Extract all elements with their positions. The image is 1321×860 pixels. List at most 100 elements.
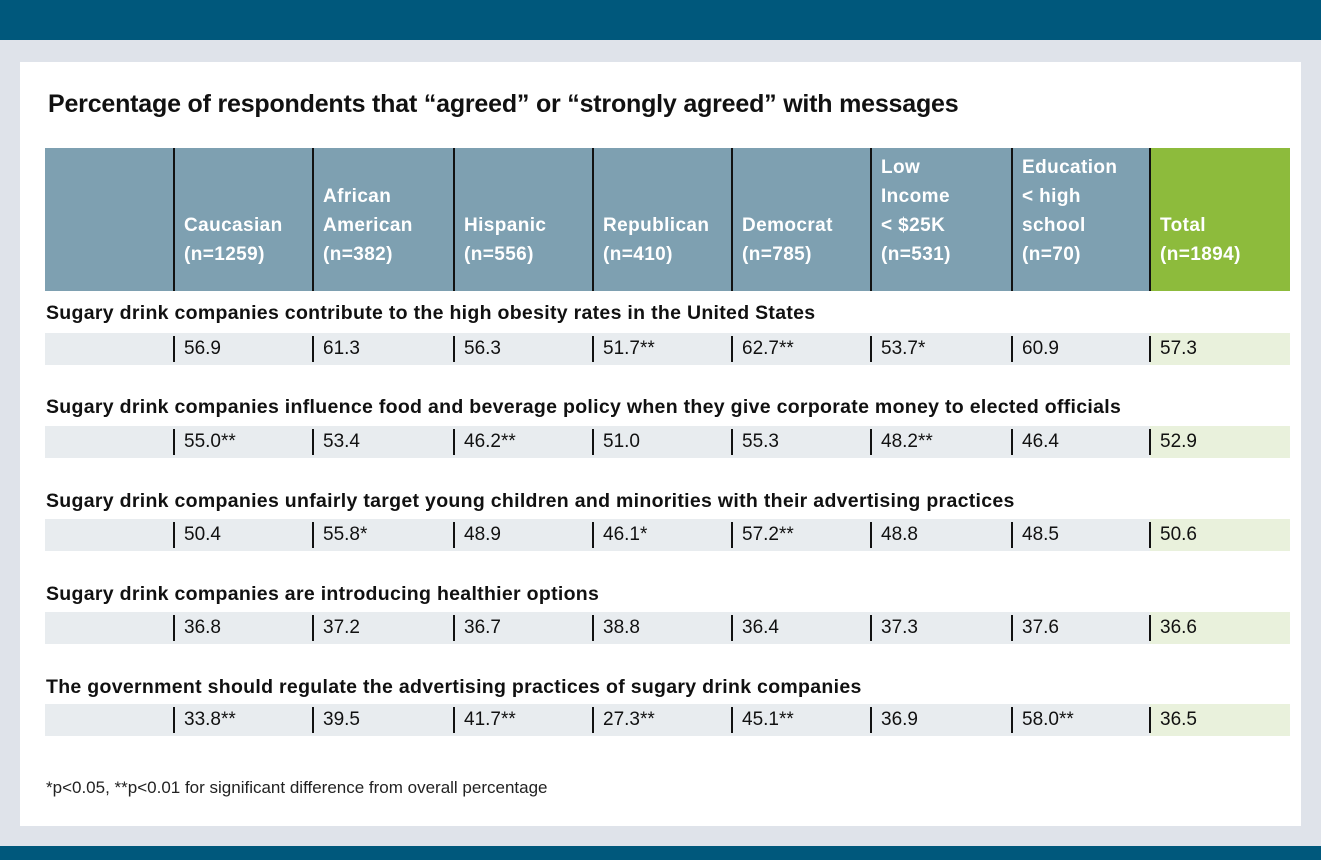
cell-divider bbox=[1149, 707, 1151, 733]
cell-divider bbox=[453, 429, 455, 455]
cell-divider bbox=[1149, 615, 1151, 641]
row-cell bbox=[1150, 704, 1290, 736]
cell-divider bbox=[312, 707, 314, 733]
cell-divider bbox=[1011, 615, 1013, 641]
cell-value: 36.6 bbox=[1160, 617, 1197, 638]
column-header-label: Low Income < $25K (n=531) bbox=[881, 157, 951, 265]
cell-value: 36.7 bbox=[464, 617, 501, 638]
cell-value: 56.3 bbox=[464, 338, 501, 359]
footnote: *p<0.05, **p<0.01 for significant differ… bbox=[46, 778, 548, 797]
cell-divider bbox=[312, 522, 314, 548]
cell-divider bbox=[731, 615, 733, 641]
cell-divider bbox=[731, 522, 733, 548]
column-header: Education < high school (n=70) bbox=[1012, 148, 1150, 291]
row-cell bbox=[174, 519, 313, 551]
column-header-label: Education < high school (n=70) bbox=[1022, 157, 1118, 265]
cell-divider bbox=[1149, 336, 1151, 362]
row-cell bbox=[732, 704, 871, 736]
row-cell bbox=[454, 612, 593, 644]
row-cell bbox=[174, 612, 313, 644]
column-header: African American (n=382) bbox=[313, 148, 454, 291]
row-question: The government should regulate the adver… bbox=[46, 676, 862, 698]
cell-divider bbox=[731, 707, 733, 733]
row-cell bbox=[593, 333, 732, 365]
column-header: Caucasian (n=1259) bbox=[174, 148, 313, 291]
cell-value: 41.7** bbox=[464, 709, 516, 730]
column-header-label: Hispanic (n=556) bbox=[464, 215, 547, 265]
row-cell bbox=[593, 519, 732, 551]
row-cell bbox=[1012, 704, 1150, 736]
cell-value: 53.4 bbox=[323, 431, 360, 452]
cell-divider bbox=[1011, 522, 1013, 548]
column-header: Hispanic (n=556) bbox=[454, 148, 593, 291]
cell-divider bbox=[1149, 429, 1151, 455]
cell-value: 60.9 bbox=[1022, 338, 1059, 359]
row-blank-cell bbox=[45, 333, 174, 365]
row-question: Sugary drink companies influence food an… bbox=[46, 396, 1122, 418]
cell-value: 61.3 bbox=[323, 338, 360, 359]
cell-value: 37.6 bbox=[1022, 617, 1059, 638]
row-cell bbox=[732, 612, 871, 644]
cell-divider bbox=[312, 336, 314, 362]
cell-divider bbox=[453, 707, 455, 733]
row-cell bbox=[313, 333, 454, 365]
cell-divider bbox=[453, 522, 455, 548]
cell-divider bbox=[453, 615, 455, 641]
cell-value: 36.8 bbox=[184, 617, 221, 638]
cell-value: 55.8* bbox=[323, 524, 368, 545]
cell-divider bbox=[592, 615, 594, 641]
row-cell bbox=[1150, 612, 1290, 644]
header-divider bbox=[453, 148, 455, 291]
cell-value: 57.2** bbox=[742, 524, 794, 545]
cell-value: 48.2** bbox=[881, 431, 933, 452]
cell-divider bbox=[1011, 429, 1013, 455]
header-divider bbox=[312, 148, 314, 291]
cell-divider bbox=[173, 429, 175, 455]
column-header-label: Total (n=1894) bbox=[1160, 215, 1241, 265]
cell-value: 58.0** bbox=[1022, 709, 1074, 730]
row-blank-cell bbox=[45, 612, 174, 644]
cell-divider bbox=[173, 615, 175, 641]
column-header-label: Caucasian (n=1259) bbox=[184, 215, 283, 265]
cell-divider bbox=[592, 522, 594, 548]
row-cell bbox=[1150, 426, 1290, 458]
cell-value: 51.7** bbox=[603, 338, 655, 359]
cell-value: 48.8 bbox=[881, 524, 918, 545]
cell-value: 46.2** bbox=[464, 431, 516, 452]
cell-divider bbox=[592, 707, 594, 733]
row-cell bbox=[454, 333, 593, 365]
column-header: Republican (n=410) bbox=[593, 148, 732, 291]
cell-divider bbox=[312, 615, 314, 641]
row-cell bbox=[1150, 333, 1290, 365]
bottom-banner bbox=[0, 846, 1321, 860]
header-divider bbox=[1011, 148, 1013, 291]
row-cell bbox=[454, 519, 593, 551]
row-cell bbox=[313, 519, 454, 551]
cell-divider bbox=[870, 336, 872, 362]
row-cell bbox=[1012, 519, 1150, 551]
cell-value: 50.4 bbox=[184, 524, 221, 545]
cell-divider bbox=[870, 522, 872, 548]
cell-value: 36.9 bbox=[881, 709, 918, 730]
row-cell bbox=[1012, 612, 1150, 644]
header-divider bbox=[173, 148, 175, 291]
cell-value: 56.9 bbox=[184, 338, 221, 359]
cell-divider bbox=[731, 336, 733, 362]
header-cell-blank bbox=[45, 148, 174, 291]
cell-value: 46.1* bbox=[603, 524, 648, 545]
cell-divider bbox=[1149, 522, 1151, 548]
cell-divider bbox=[312, 429, 314, 455]
cell-divider bbox=[1011, 336, 1013, 362]
cell-value: 53.7* bbox=[881, 338, 926, 359]
cell-value: 38.8 bbox=[603, 617, 640, 638]
cell-divider bbox=[870, 429, 872, 455]
row-blank-cell bbox=[45, 519, 174, 551]
row-cell bbox=[454, 426, 593, 458]
row-cell bbox=[593, 426, 732, 458]
cell-divider bbox=[731, 429, 733, 455]
cell-value: 45.1** bbox=[742, 709, 794, 730]
cell-divider bbox=[173, 707, 175, 733]
cell-value: 27.3** bbox=[603, 709, 655, 730]
row-cell bbox=[732, 519, 871, 551]
cell-divider bbox=[870, 615, 872, 641]
